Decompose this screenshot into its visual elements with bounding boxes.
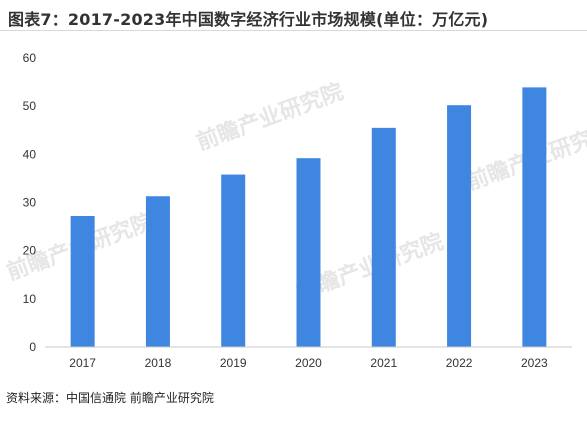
title-divider xyxy=(0,30,587,31)
y-tick-label: 20 xyxy=(23,244,37,258)
x-tick-label: 2022 xyxy=(446,356,473,370)
bar-2018 xyxy=(145,196,170,347)
x-tick-label: 2017 xyxy=(69,356,96,370)
x-axis: 2017 2018 2019 2020 2021 2022 2023 xyxy=(69,356,548,370)
watermark-text-1: 前瞻产业研究院 xyxy=(193,79,347,156)
y-tick-label: 60 xyxy=(23,51,37,65)
y-tick-label: 0 xyxy=(29,340,36,354)
x-tick-label: 2020 xyxy=(295,356,322,370)
chart-title: 图表7：2017-2023年中国数字经济行业市场规模(单位：万亿元) xyxy=(8,10,489,29)
bar-2020 xyxy=(296,158,321,347)
x-tick-label: 2019 xyxy=(220,356,247,370)
x-tick-label: 2023 xyxy=(521,356,548,370)
y-axis: 0 10 20 30 40 50 60 xyxy=(23,51,37,354)
y-tick-label: 30 xyxy=(23,196,37,210)
x-tick-label: 2018 xyxy=(145,356,172,370)
y-tick-label: 10 xyxy=(23,292,37,306)
y-tick-label: 40 xyxy=(23,147,37,161)
x-tick-label: 2021 xyxy=(370,356,397,370)
bar-2022 xyxy=(447,105,472,347)
bar-2017 xyxy=(70,215,95,347)
bar-2021 xyxy=(371,127,396,347)
source-note: 资料来源：中国信通院 前瞻产业研究院 xyxy=(6,391,214,405)
bar-2023 xyxy=(522,87,547,348)
y-tick-label: 50 xyxy=(23,99,37,113)
bar-2019 xyxy=(221,174,246,347)
bars xyxy=(70,87,547,348)
